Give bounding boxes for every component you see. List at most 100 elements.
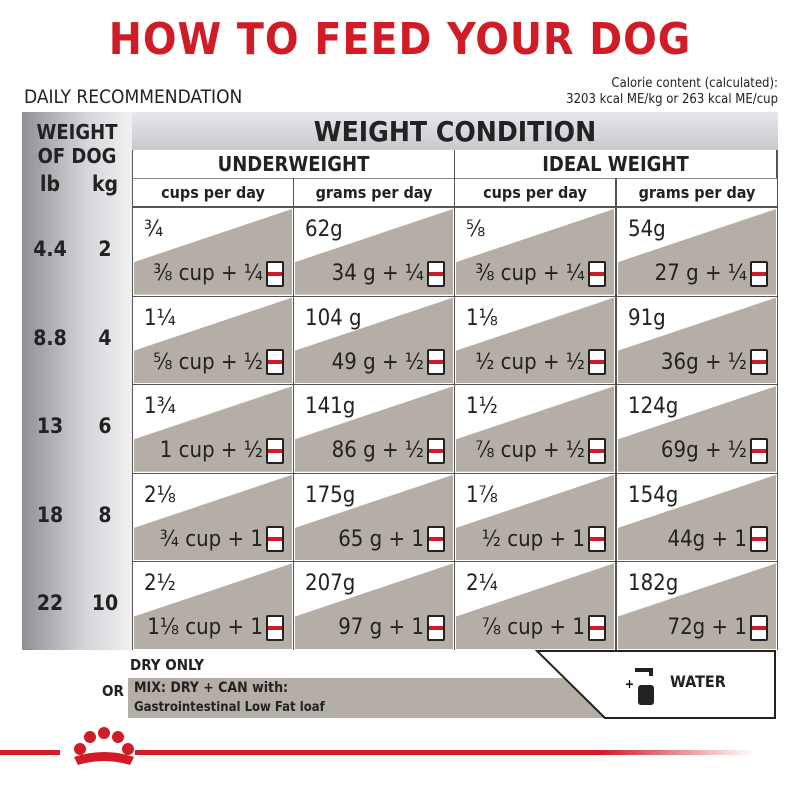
feeding-cell: 1¾ 1 cup + ½ bbox=[133, 385, 293, 473]
can-icon bbox=[588, 437, 606, 464]
mix-amount: ⅜ cup + ¼ bbox=[475, 260, 606, 287]
can-icon bbox=[750, 526, 768, 553]
feeding-cell: 104 g 49 g + ½ bbox=[294, 296, 454, 385]
lb: 4.4 bbox=[33, 237, 67, 261]
subtitle: DAILY RECOMMENDATION bbox=[24, 86, 243, 108]
mix-text: 86 g + ½ bbox=[331, 438, 424, 464]
feeding-cell: 141g 86 g + ½ bbox=[294, 385, 454, 473]
can-icon bbox=[588, 614, 606, 641]
mix-amount: ⅞ cup + ½ bbox=[475, 437, 606, 464]
mix-text: 1⅛ cup + 1 bbox=[147, 615, 263, 641]
mix-amount: 44g + 1 bbox=[668, 526, 768, 553]
mix-amount: 1 cup + ½ bbox=[160, 437, 284, 464]
dry-amount: 1½ bbox=[466, 394, 498, 420]
group-header: IDEAL WEIGHT bbox=[455, 150, 776, 178]
feeding-cell: 182g 72g + 1 bbox=[617, 562, 777, 650]
water-box: + bbox=[535, 650, 776, 719]
lb: 13 bbox=[36, 414, 64, 439]
can-icon bbox=[750, 437, 768, 464]
plus: + bbox=[625, 677, 634, 691]
dry-amount: 124g bbox=[628, 394, 679, 420]
mix-amount: ½ cup + ½ bbox=[475, 349, 606, 376]
feeding-cell: 2½ 1⅛ cup + 1 bbox=[133, 562, 293, 650]
can-icon bbox=[427, 437, 445, 464]
mix-amount: ½ cup + 1 bbox=[481, 526, 606, 553]
feeding-cell: 1⅛ ½ cup + ½ bbox=[455, 296, 615, 385]
mix-amount: 97 g + 1 bbox=[338, 614, 445, 641]
can-icon bbox=[588, 526, 606, 553]
dry-amount: 54g bbox=[628, 217, 666, 242]
feeding-cell: ⅝ ⅜ cup + ¼ bbox=[455, 208, 615, 296]
mix-amount: 49 g + ½ bbox=[332, 349, 445, 376]
mix-text: ½ cup + 1 bbox=[481, 526, 585, 552]
can-icon bbox=[427, 260, 445, 287]
dry-amount: 141g bbox=[305, 394, 356, 420]
mix-amount: 27 g + ¼ bbox=[654, 260, 768, 287]
dry-only: DRY ONLY bbox=[130, 656, 205, 674]
mix-text: 34 g + ¼ bbox=[331, 261, 424, 287]
subcolumn-header: cups per day bbox=[133, 178, 293, 206]
mix-text: 72g + 1 bbox=[667, 615, 748, 641]
tap-icon bbox=[635, 668, 653, 676]
mix-text: 27 g + ¼ bbox=[654, 261, 747, 287]
kg: 6 bbox=[98, 414, 112, 439]
mix-amount: ¾ cup + 1 bbox=[160, 526, 284, 553]
bowl-icon bbox=[638, 685, 654, 705]
dry-amount: 1¾ bbox=[144, 394, 176, 420]
mix-text: ⅜ cup + ¼ bbox=[475, 261, 585, 287]
can-icon bbox=[750, 614, 768, 641]
group-header: UNDERWEIGHT bbox=[133, 150, 454, 178]
mix-amount: 34 g + ¼ bbox=[331, 260, 445, 287]
mix-amount: 72g + 1 bbox=[667, 614, 768, 641]
subcolumn-header: grams per day bbox=[294, 178, 454, 206]
dry-amount: 1⅞ bbox=[466, 482, 498, 508]
mix-text: ⅝ cup + ½ bbox=[153, 349, 263, 375]
dry-amount: 207g bbox=[305, 571, 356, 597]
kg: 4 bbox=[98, 325, 112, 350]
dry-amount: 175g bbox=[305, 482, 356, 508]
dry-amount: 2½ bbox=[144, 571, 176, 597]
mix-text: ⅜ cup + ¼ bbox=[153, 261, 263, 287]
title: HOW TO FEED YOUR DOG bbox=[108, 14, 692, 65]
feeding-cell: 1⅞ ½ cup + 1 bbox=[455, 473, 615, 562]
unit-kg: kg bbox=[91, 172, 119, 196]
lb: 22 bbox=[36, 591, 64, 616]
water-outline bbox=[535, 650, 776, 719]
mix-amount: 69g + ½ bbox=[660, 437, 768, 464]
can-icon bbox=[266, 437, 284, 464]
can-icon bbox=[427, 526, 445, 553]
can-icon bbox=[266, 349, 284, 376]
logo-band bbox=[0, 727, 755, 765]
kg: 2 bbox=[98, 237, 112, 261]
dry-amount: 62g bbox=[305, 217, 343, 242]
or: OR bbox=[102, 682, 124, 700]
mix-amount: ⅞ cup + 1 bbox=[482, 614, 606, 641]
label: WEIGHT bbox=[36, 120, 118, 144]
calorie-line: 3203 kcal ME/kg or 263 kcal ME/cup bbox=[566, 92, 778, 107]
lb: 8.8 bbox=[33, 325, 67, 350]
mix-amount: ⅝ cup + ½ bbox=[153, 349, 284, 376]
mix-amount: 36g + ½ bbox=[661, 349, 768, 376]
feeding-cell: 62g 34 g + ¼ bbox=[294, 208, 454, 296]
mix-amount: 86 g + ½ bbox=[331, 437, 445, 464]
feeding-cell: 154g 44g + 1 bbox=[617, 473, 777, 562]
dry-amount: 182g bbox=[628, 571, 679, 597]
mix-text: 97 g + 1 bbox=[338, 615, 424, 641]
mix-text: 69g + ½ bbox=[660, 438, 747, 464]
can-icon bbox=[427, 349, 445, 376]
mix-text: ⅞ cup + ½ bbox=[475, 438, 585, 464]
red-line bbox=[0, 750, 60, 755]
mix-band bbox=[128, 678, 608, 718]
water: WATER bbox=[670, 672, 726, 691]
dry-amount: 91g bbox=[628, 305, 666, 331]
feeding-cell: 91g 36g + ½ bbox=[617, 296, 777, 385]
label: OF DOG bbox=[37, 144, 117, 168]
feeding-cell: ¾ ⅜ cup + ¼ bbox=[133, 208, 293, 296]
lb: 18 bbox=[36, 502, 64, 527]
dry-amount: 1⅛ bbox=[466, 305, 498, 331]
feeding-cell: 2⅛ ¾ cup + 1 bbox=[133, 473, 293, 562]
dry-amount: ¾ bbox=[144, 217, 164, 242]
kg: 8 bbox=[98, 502, 112, 527]
feeding-cell: 207g 97 g + 1 bbox=[294, 562, 454, 650]
red-line bbox=[135, 750, 755, 755]
